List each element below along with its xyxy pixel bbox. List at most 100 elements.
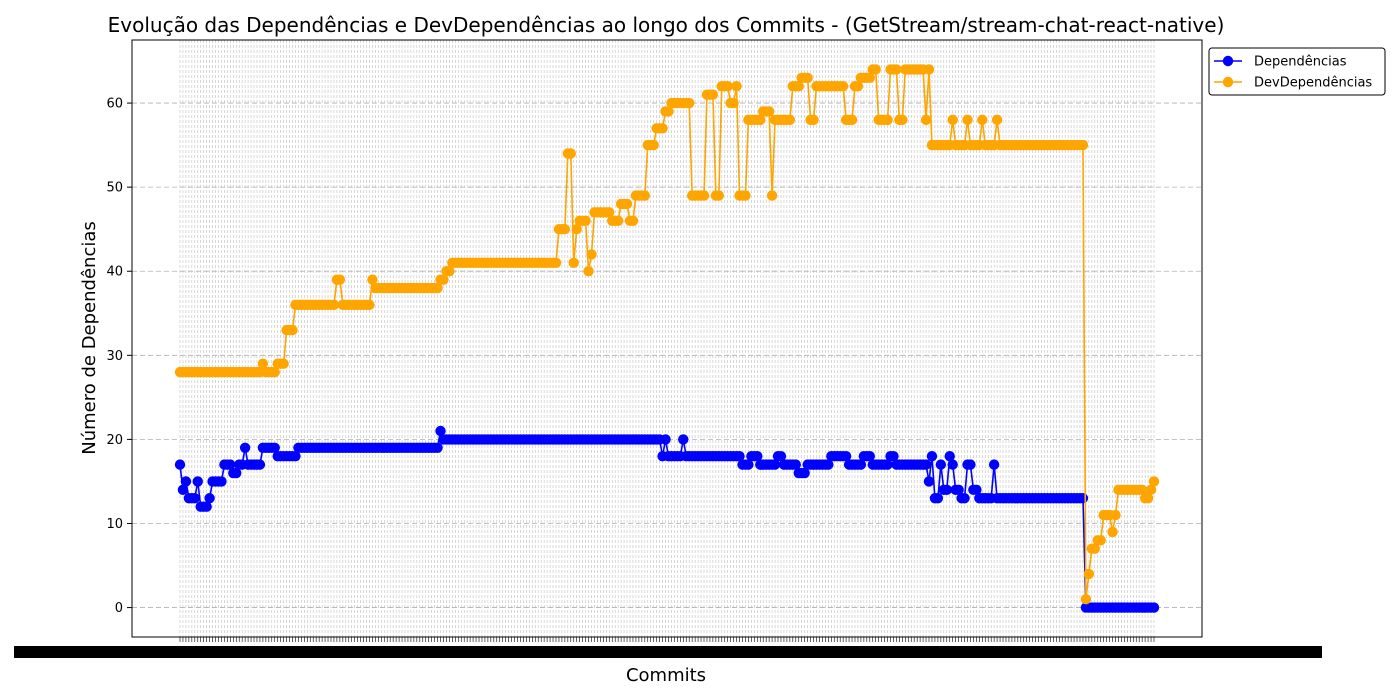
data-point (571, 223, 582, 235)
data-point (920, 459, 932, 470)
data-point (177, 484, 189, 496)
data-point (935, 459, 947, 470)
data-point (988, 459, 1000, 470)
data-point (367, 274, 378, 285)
data-point (891, 64, 902, 75)
data-point (684, 97, 695, 109)
data-point (438, 274, 449, 285)
data-point (657, 123, 668, 134)
data-point (870, 64, 881, 75)
data-point (269, 366, 280, 378)
data-point (1077, 139, 1089, 151)
data-point (769, 459, 781, 470)
data-point (991, 114, 1003, 126)
data-point (550, 257, 562, 269)
y-tick-label: 40 (106, 265, 123, 280)
data-point (784, 114, 796, 126)
data-point (740, 190, 751, 201)
data-point (1107, 526, 1118, 538)
data-point (793, 81, 804, 92)
data-point (944, 451, 955, 462)
legend: Dependências DevDependências (1208, 47, 1386, 96)
data-point (953, 484, 964, 496)
data-point (678, 434, 689, 445)
data-point (823, 459, 834, 470)
data-point (364, 299, 375, 311)
data-point (1083, 568, 1095, 580)
data-point (1148, 476, 1160, 487)
data-point (621, 198, 633, 210)
data-point (239, 442, 251, 454)
data-point (278, 358, 289, 369)
data-point (660, 434, 671, 445)
data-point (568, 257, 579, 269)
data-point (328, 299, 340, 311)
data-point (763, 106, 775, 117)
data-point (334, 274, 346, 285)
data-point (435, 425, 446, 437)
data-point (926, 451, 938, 462)
chart-title: Evolução das Dependências e DevDependênc… (108, 13, 1225, 37)
data-point (559, 223, 571, 235)
data-point (204, 493, 215, 504)
data-point (1142, 493, 1154, 504)
data-point (432, 282, 443, 294)
data-point (257, 358, 269, 369)
data-point (837, 81, 849, 92)
data-point (888, 451, 899, 462)
data-point (192, 476, 203, 487)
data-point (189, 493, 200, 504)
data-point (444, 266, 455, 277)
data-point (722, 81, 733, 92)
data-point (840, 451, 852, 462)
data-point (790, 459, 801, 470)
plot-area: 0 10 20 30 40 50 60 (14, 40, 1322, 658)
data-point (947, 114, 958, 126)
data-point (855, 459, 867, 470)
data-point (743, 459, 754, 470)
data-point (1089, 543, 1100, 554)
data-point (882, 114, 893, 126)
data-point (808, 114, 819, 126)
data-point (775, 451, 787, 462)
data-point (180, 476, 192, 487)
data-point (962, 114, 973, 126)
data-point (802, 72, 813, 84)
data-point (1077, 493, 1089, 504)
x-ticks (14, 637, 1322, 658)
y-tick-label: 0 (115, 601, 123, 616)
data-point (920, 114, 932, 126)
data-point (755, 114, 766, 126)
data-point (231, 467, 242, 479)
y-axis-label: Número de Dependências (79, 221, 100, 455)
data-point (752, 451, 763, 462)
data-point (1145, 484, 1157, 496)
data-point (731, 81, 742, 92)
data-point (864, 451, 875, 462)
data-point (612, 215, 624, 226)
data-point (1148, 602, 1160, 613)
x-axis-label: Commits (626, 665, 706, 686)
data-point (216, 476, 227, 487)
data-point (432, 442, 443, 454)
data-point (580, 215, 591, 226)
legend-marker (1222, 76, 1234, 88)
data-point (965, 459, 976, 470)
data-point (698, 190, 710, 201)
data-point (713, 190, 725, 201)
y-tick-label: 50 (106, 181, 123, 196)
data-point (269, 442, 280, 454)
legend-label: DevDependências (1254, 76, 1372, 91)
legend-label: Dependências (1254, 55, 1347, 70)
data-point (897, 114, 908, 126)
data-point (648, 139, 659, 151)
data-point (923, 64, 935, 75)
data-point (627, 215, 639, 226)
data-point (1095, 535, 1106, 546)
legend-box (1208, 47, 1386, 96)
data-point (1110, 509, 1121, 521)
data-point (604, 207, 615, 218)
data-point (766, 190, 778, 201)
data-point (663, 106, 674, 117)
